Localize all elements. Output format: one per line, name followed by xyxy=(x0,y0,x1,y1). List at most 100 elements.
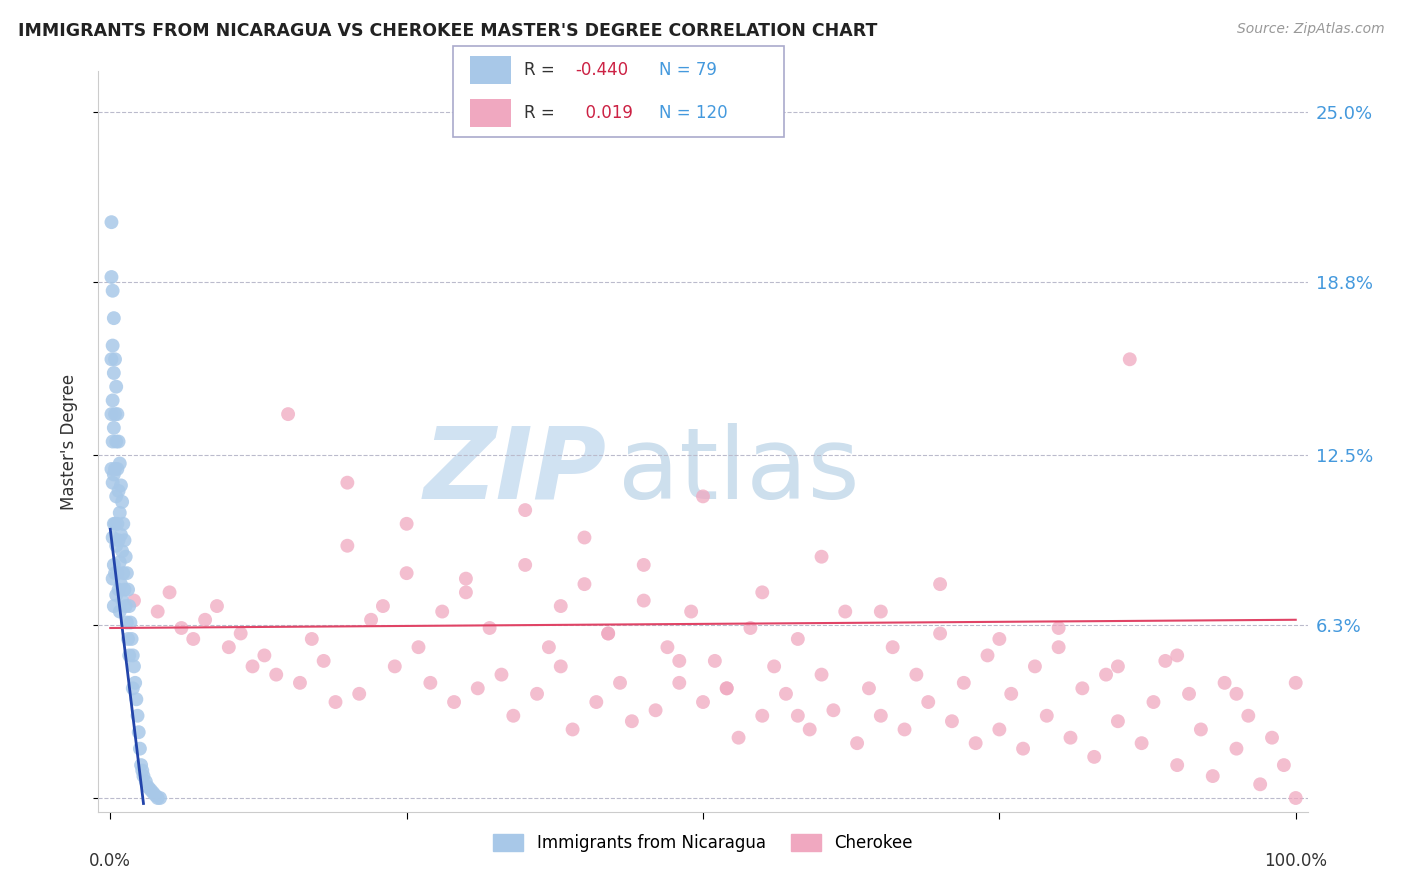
Point xyxy=(1189,723,1212,737)
Y-axis label: Master's Degree: Master's Degree xyxy=(59,374,77,509)
Text: 0.0%: 0.0% xyxy=(90,853,131,871)
Point xyxy=(727,731,749,745)
Point xyxy=(810,667,832,681)
Point xyxy=(515,503,537,517)
Point xyxy=(869,708,891,723)
Point xyxy=(751,708,773,723)
Point xyxy=(1083,750,1105,764)
Point xyxy=(1047,640,1070,655)
Point xyxy=(325,695,347,709)
Point xyxy=(751,585,773,599)
Point xyxy=(585,695,607,709)
Point xyxy=(105,516,128,531)
Point xyxy=(823,703,845,717)
Point xyxy=(114,582,136,597)
Bar xyxy=(470,99,510,127)
Point xyxy=(181,632,204,646)
Point xyxy=(101,531,124,545)
Text: atlas: atlas xyxy=(619,423,860,520)
Point xyxy=(104,462,127,476)
Point xyxy=(703,654,725,668)
Point xyxy=(120,615,142,630)
Point xyxy=(443,695,465,709)
Point xyxy=(1261,731,1284,745)
Point xyxy=(194,613,217,627)
Point xyxy=(132,769,155,783)
Point xyxy=(107,533,129,548)
Point xyxy=(143,789,166,803)
Point xyxy=(395,566,418,581)
Point xyxy=(846,736,869,750)
Point xyxy=(1024,659,1046,673)
Text: R =: R = xyxy=(524,104,560,122)
Point xyxy=(763,659,786,673)
Point xyxy=(101,572,124,586)
Point xyxy=(159,585,181,599)
Point xyxy=(277,407,299,421)
Point xyxy=(668,676,690,690)
Point xyxy=(107,483,129,498)
Point xyxy=(1166,758,1188,772)
Point xyxy=(952,676,974,690)
Point xyxy=(467,681,489,696)
Point xyxy=(905,667,928,681)
Point xyxy=(988,723,1011,737)
Point xyxy=(149,791,172,805)
Point xyxy=(118,648,141,663)
Point xyxy=(253,648,276,663)
Point xyxy=(681,605,703,619)
Point xyxy=(1107,659,1129,673)
Point xyxy=(917,695,939,709)
Point xyxy=(205,599,228,613)
Point xyxy=(105,566,128,581)
Point xyxy=(1130,736,1153,750)
Point xyxy=(716,681,738,696)
Bar xyxy=(470,56,510,84)
Point xyxy=(146,605,169,619)
Legend: Immigrants from Nicaragua, Cherokee: Immigrants from Nicaragua, Cherokee xyxy=(486,828,920,859)
Point xyxy=(347,687,370,701)
Point xyxy=(100,462,122,476)
Point xyxy=(124,676,146,690)
Point xyxy=(105,434,128,449)
Point xyxy=(550,599,572,613)
Text: ZIP: ZIP xyxy=(423,423,606,520)
Point xyxy=(100,215,122,229)
Point xyxy=(103,599,125,613)
Point xyxy=(107,582,129,597)
Point xyxy=(105,539,128,553)
Point xyxy=(122,659,145,673)
Point xyxy=(104,352,127,367)
Point xyxy=(988,632,1011,646)
Point xyxy=(598,626,620,640)
Point xyxy=(1225,741,1247,756)
Point xyxy=(131,764,153,778)
Point xyxy=(110,528,132,542)
Point xyxy=(965,736,987,750)
Point xyxy=(786,708,808,723)
Point xyxy=(103,421,125,435)
Point xyxy=(360,613,382,627)
Point xyxy=(1059,731,1081,745)
Point xyxy=(111,495,134,509)
Point xyxy=(121,681,143,696)
Point xyxy=(537,640,560,655)
Point xyxy=(101,338,124,352)
Point xyxy=(142,785,165,799)
Point xyxy=(419,676,441,690)
Point xyxy=(1154,654,1177,668)
Point xyxy=(101,434,124,449)
Text: 0.019: 0.019 xyxy=(575,104,633,122)
Point xyxy=(336,475,359,490)
Point xyxy=(121,648,143,663)
Point xyxy=(114,599,136,613)
Point xyxy=(242,659,264,673)
Point xyxy=(1036,708,1059,723)
Point xyxy=(104,516,127,531)
Text: N = 79: N = 79 xyxy=(659,61,717,78)
Text: Source: ZipAtlas.com: Source: ZipAtlas.com xyxy=(1237,22,1385,37)
Point xyxy=(1272,758,1295,772)
Point xyxy=(395,516,418,531)
Point xyxy=(104,407,127,421)
Point xyxy=(775,687,797,701)
